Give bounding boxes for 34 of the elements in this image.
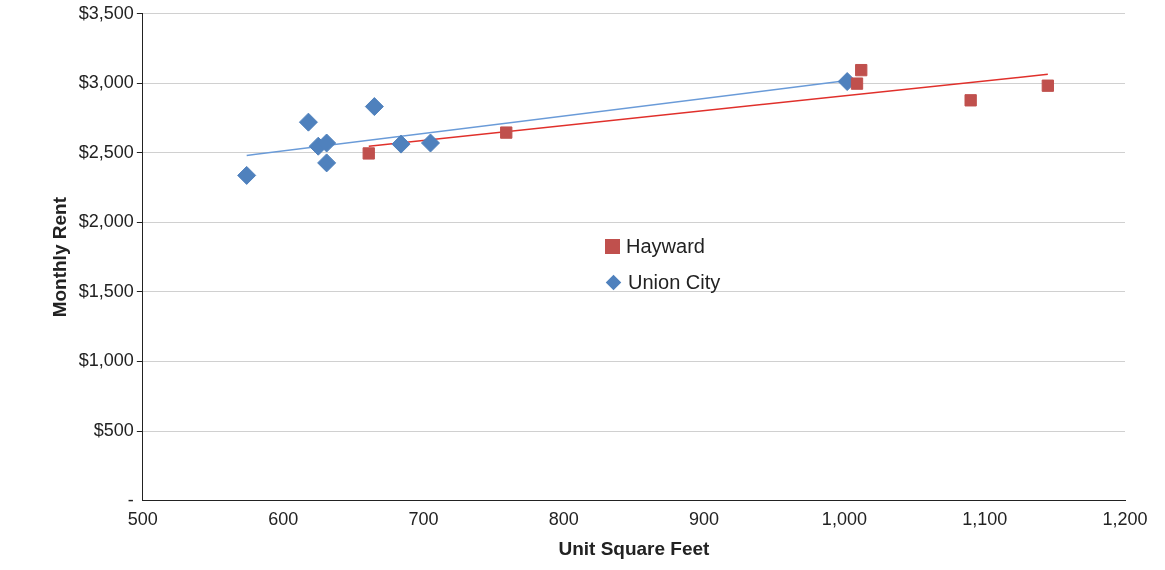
point xyxy=(391,134,411,154)
x-tick-label: 600 xyxy=(268,509,299,530)
point xyxy=(317,153,337,173)
legend-entry: Union City xyxy=(605,264,721,300)
point xyxy=(850,77,864,90)
x-tick-label: 500 xyxy=(127,509,158,530)
point xyxy=(362,147,375,160)
point xyxy=(500,126,513,139)
legend-label: Hayward xyxy=(626,234,705,258)
legend-label: Union City xyxy=(628,270,721,294)
point xyxy=(298,112,318,132)
point xyxy=(1041,79,1054,92)
x-tick-label: 900 xyxy=(689,509,720,530)
y-axis-title: Monthly Rent xyxy=(48,196,70,318)
y-tick-label: $1,500 xyxy=(78,280,134,301)
y-tick-label: $3,000 xyxy=(78,72,134,93)
y-tick-label: $2,000 xyxy=(78,211,134,232)
point xyxy=(364,97,384,117)
x-tick-label: 1,000 xyxy=(821,509,867,530)
x-tick-label: 700 xyxy=(408,509,439,530)
x-tick-label: 1,200 xyxy=(1102,509,1148,530)
y-tick-label: $2,500 xyxy=(78,141,134,162)
x-axis-title: Unit Square Feet xyxy=(558,537,711,559)
y-tick-label: $500 xyxy=(93,420,134,441)
point xyxy=(237,165,257,185)
x-tick-label: 800 xyxy=(548,509,579,530)
point xyxy=(964,94,977,107)
point xyxy=(855,63,868,77)
y-tick-label: $1,000 xyxy=(78,350,134,371)
point xyxy=(420,133,440,153)
legend-entry: Hayward xyxy=(605,228,721,264)
y-tick-label: - xyxy=(127,489,134,510)
x-tick-label: 1,100 xyxy=(962,509,1008,530)
y-tick-label: $3,500 xyxy=(78,2,134,23)
